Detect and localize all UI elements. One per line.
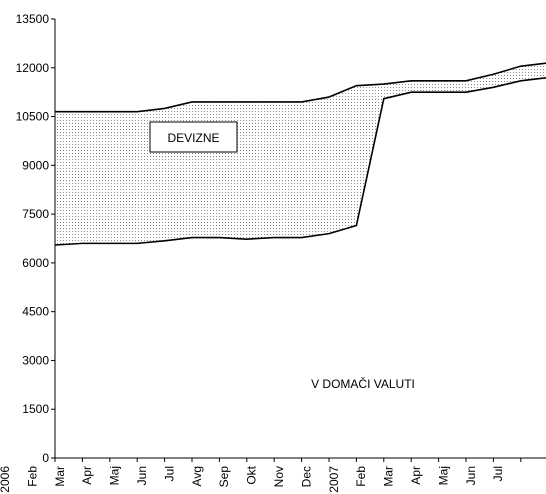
area bbox=[55, 63, 546, 246]
x-tick-label: Jul bbox=[491, 466, 505, 481]
x-tick-label: Jun bbox=[135, 466, 149, 485]
x-tick-label: Jun bbox=[464, 466, 478, 485]
x-tick-label: Mar bbox=[382, 466, 396, 487]
x-tick-label: Nov bbox=[272, 466, 286, 487]
y-tick-label: 4500 bbox=[22, 305, 49, 319]
series-label: DEVIZNE bbox=[167, 131, 219, 145]
x-tick-label: Apr bbox=[80, 466, 94, 485]
x-tick-label: Feb bbox=[354, 466, 368, 487]
y-tick-label: 10500 bbox=[16, 110, 50, 124]
x-tick-label: 2006 bbox=[0, 466, 12, 493]
y-tick-label: 7500 bbox=[22, 207, 49, 221]
x-tick-label: Avg bbox=[190, 466, 204, 486]
x-tick-label: Maj bbox=[108, 466, 122, 485]
x-tick-label: Mar bbox=[53, 466, 67, 487]
label-box bbox=[149, 121, 238, 153]
y-tick-label: 1500 bbox=[22, 402, 49, 416]
x-tick-label: Apr bbox=[409, 466, 423, 485]
line bbox=[55, 62, 546, 113]
x-tick-label: 2007 bbox=[327, 466, 341, 493]
area bbox=[55, 77, 546, 458]
x-tick-label: Maj bbox=[436, 466, 450, 485]
line bbox=[54, 76, 546, 246]
x-tick-label: Sep bbox=[217, 466, 231, 488]
y-tick-label: 12000 bbox=[16, 61, 50, 75]
y-tick-label: 0 bbox=[42, 451, 49, 465]
series-label: V DOMAČI VALUTI bbox=[311, 376, 415, 391]
y-tick-label: 3000 bbox=[22, 353, 49, 367]
x-tick-label: Jul bbox=[162, 466, 176, 481]
x-tick-label: Okt bbox=[245, 465, 259, 484]
x-tick-label: Dec bbox=[299, 466, 313, 487]
y-tick-label: 9000 bbox=[22, 158, 49, 172]
y-tick-label: 13500 bbox=[16, 12, 50, 26]
x-tick-label: Feb bbox=[25, 466, 39, 487]
y-tick-label: 6000 bbox=[22, 256, 49, 270]
